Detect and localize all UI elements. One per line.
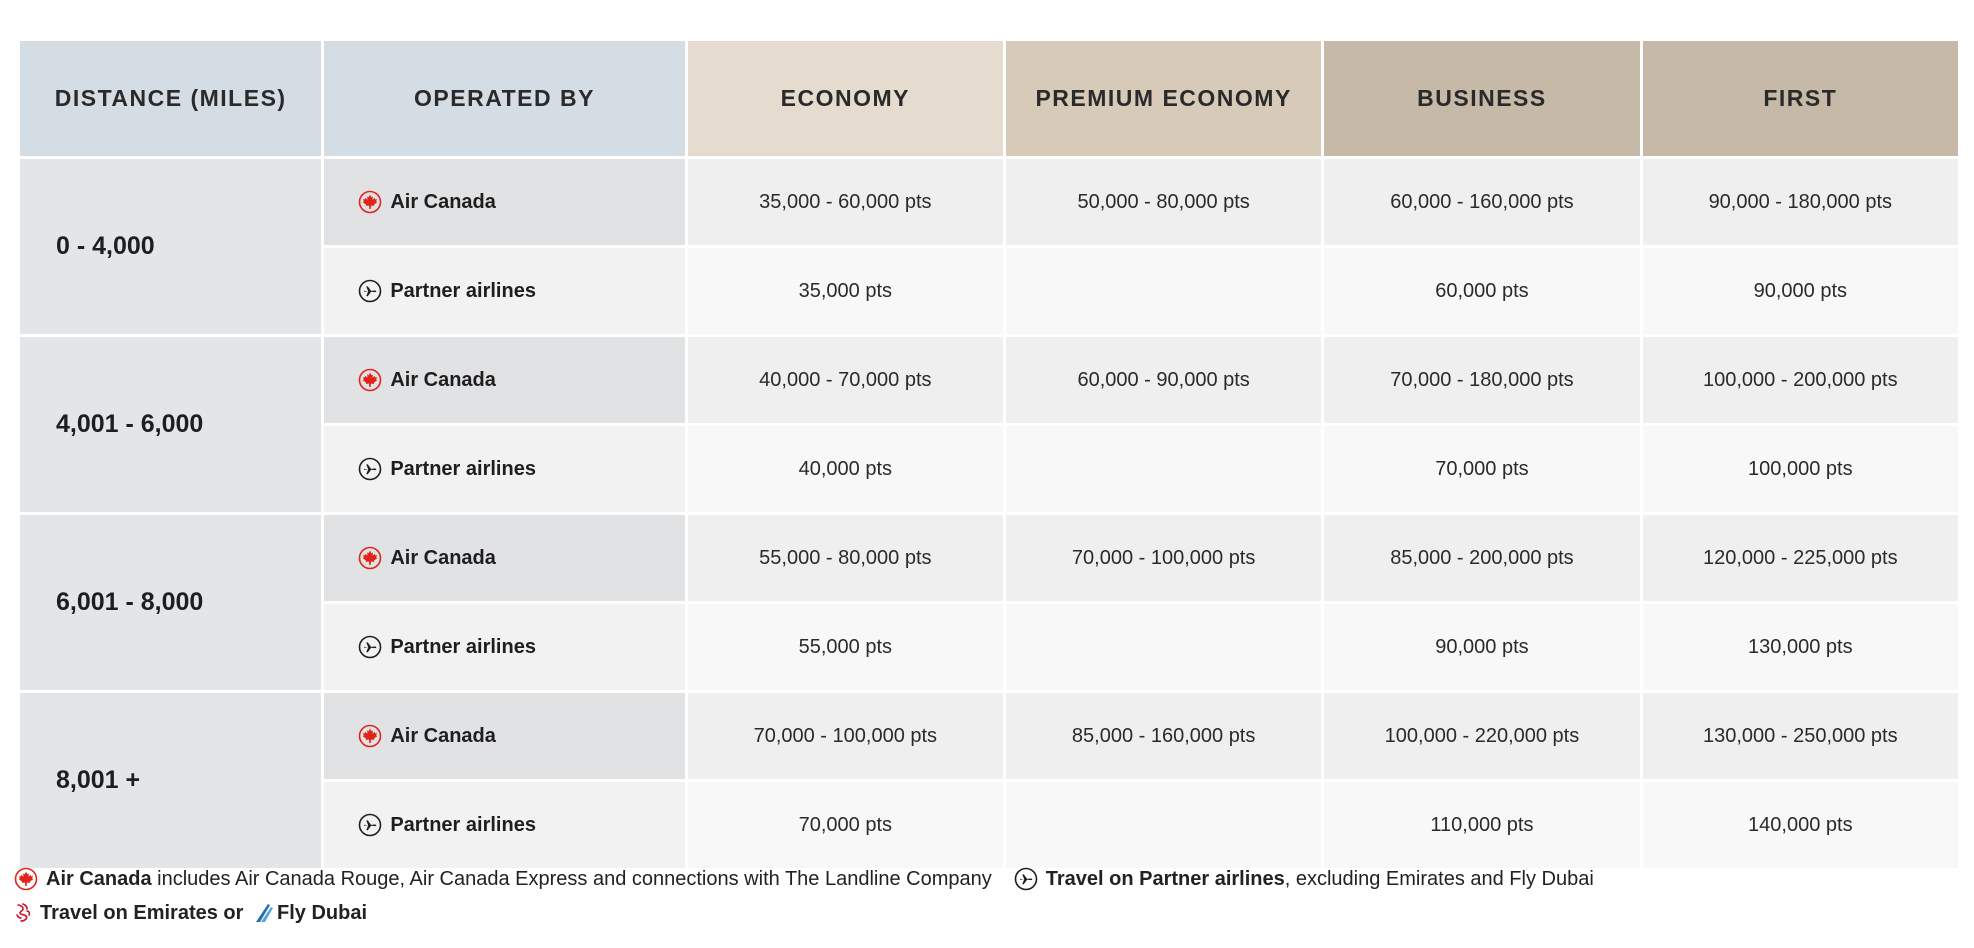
operator-cell: Partner airlines	[324, 782, 685, 868]
table-row: 8,001 + Air Canada 70,000 - 100,000 pts 85,…	[20, 693, 1958, 868]
points-business: 110,000 pts	[1324, 782, 1640, 868]
points-premium	[1005, 604, 1322, 690]
points-economy: 70,000 - 100,000 pts	[687, 693, 1003, 779]
operator-label: Partner airlines	[390, 279, 536, 302]
distance-band: 8,001 +	[20, 693, 322, 868]
header-business: BUSINESS	[1324, 41, 1640, 156]
points-first: 120,000 - 225,000 pts	[1642, 515, 1958, 601]
legend: Air Canada includes Air Canada Rouge, Ai…	[14, 862, 1594, 930]
points-economy: 70,000 pts	[687, 782, 1003, 868]
points-premium	[1005, 248, 1322, 334]
distance-band: 6,001 - 8,000	[20, 515, 322, 690]
legend-ac-bold: Air Canada	[46, 867, 152, 890]
operator-cell: Air Canada	[324, 515, 685, 601]
points-first: 130,000 pts	[1642, 604, 1958, 690]
points-business: 60,000 - 160,000 pts	[1324, 159, 1640, 245]
plane-circle-icon	[358, 457, 382, 481]
operator-cell: Air Canada	[324, 159, 685, 245]
points-first: 140,000 pts	[1642, 782, 1958, 868]
points-premium	[1005, 426, 1322, 512]
points-first: 100,000 pts	[1642, 426, 1958, 512]
operator-cell: Air Canada	[324, 337, 685, 423]
flydubai-logo-icon	[253, 901, 275, 925]
legend-partner-text: , excluding Emirates and Fly Dubai	[1284, 867, 1594, 890]
table-row: Partner airlines 40,000 pts 70,000 pts 100,…	[20, 426, 1958, 512]
points-economy: 40,000 - 70,000 pts	[687, 337, 1003, 423]
points-premium: 85,000 - 160,000 pts	[1005, 693, 1322, 779]
points-first: 90,000 pts	[1642, 248, 1958, 334]
header-distance: DISTANCE (MILES)	[20, 41, 322, 156]
emirates-logo-icon	[14, 901, 34, 925]
points-first: 130,000 - 250,000 pts	[1642, 693, 1958, 779]
points-economy: 35,000 pts	[687, 248, 1003, 334]
operator-cell: Partner airlines	[324, 604, 685, 690]
points-premium: 50,000 - 80,000 pts	[1005, 159, 1322, 245]
operator-label: Partner airlines	[390, 457, 536, 480]
operator-cell: Partner airlines	[324, 426, 685, 512]
points-premium: 70,000 - 100,000 pts	[1005, 515, 1322, 601]
maple-leaf-roundel-icon	[358, 724, 382, 748]
legend-partner-bold: Travel on Partner airlines	[1045, 867, 1285, 890]
operator-label: Partner airlines	[390, 813, 536, 836]
award-table: DISTANCE (MILES) OPERATED BY ECONOMY PRE…	[17, 38, 1961, 871]
header-row: DISTANCE (MILES) OPERATED BY ECONOMY PRE…	[20, 41, 1958, 156]
legend-emirates-bold: Travel on Emirates or	[40, 901, 249, 924]
points-business: 70,000 - 180,000 pts	[1324, 337, 1640, 423]
points-business: 90,000 pts	[1324, 604, 1640, 690]
points-economy: 55,000 - 80,000 pts	[687, 515, 1003, 601]
operator-label: Air Canada	[390, 190, 496, 213]
legend-flydubai-bold: Fly Dubai	[276, 901, 367, 924]
operator-label: Partner airlines	[390, 635, 536, 658]
table-row: Partner airlines 55,000 pts 90,000 pts 130,…	[20, 604, 1958, 690]
points-first: 100,000 - 200,000 pts	[1642, 337, 1958, 423]
header-first: FIRST	[1642, 41, 1958, 156]
points-business: 70,000 pts	[1324, 426, 1640, 512]
distance-band: 0 - 4,000	[20, 159, 322, 334]
table-row: 4,001 - 6,000 Air Canada 40,000 - 70,000 p…	[20, 337, 1958, 512]
points-premium	[1005, 782, 1322, 868]
table-row: 6,001 - 8,000 Air Canada 55,000 - 80,000 p…	[20, 515, 1958, 690]
legend-line-1: Air Canada includes Air Canada Rouge, Ai…	[14, 862, 1594, 896]
maple-leaf-roundel-icon	[358, 546, 382, 570]
plane-circle-icon	[358, 279, 382, 303]
points-business: 85,000 - 200,000 pts	[1324, 515, 1640, 601]
operator-label: Air Canada	[390, 724, 496, 747]
points-business: 100,000 - 220,000 pts	[1324, 693, 1640, 779]
operator-label: Air Canada	[390, 368, 496, 391]
points-economy: 40,000 pts	[687, 426, 1003, 512]
operator-label: Air Canada	[390, 546, 496, 569]
points-first: 90,000 - 180,000 pts	[1642, 159, 1958, 245]
header-premium-economy: PREMIUM ECONOMY	[1005, 41, 1322, 156]
award-chart: DISTANCE (MILES) OPERATED BY ECONOMY PRE…	[20, 38, 1958, 871]
table-row: Partner airlines 70,000 pts 110,000 pts 140…	[20, 782, 1958, 868]
plane-circle-icon	[1014, 867, 1038, 891]
header-economy: ECONOMY	[687, 41, 1003, 156]
operator-cell: Partner airlines	[324, 248, 685, 334]
points-economy: 35,000 - 60,000 pts	[687, 159, 1003, 245]
header-operated-by: OPERATED BY	[324, 41, 685, 156]
plane-circle-icon	[358, 813, 382, 837]
operator-cell: Air Canada	[324, 693, 685, 779]
plane-circle-icon	[358, 635, 382, 659]
legend-ac-text: includes Air Canada Rouge, Air Canada Ex…	[151, 867, 992, 890]
table-row: Partner airlines 35,000 pts 60,000 pts 90,0…	[20, 248, 1958, 334]
points-economy: 55,000 pts	[687, 604, 1003, 690]
points-premium: 60,000 - 90,000 pts	[1005, 337, 1322, 423]
table-row: 0 - 4,000 Air Canada 35,000 - 60,000 pts 50…	[20, 159, 1958, 334]
maple-leaf-roundel-icon	[358, 368, 382, 392]
maple-leaf-roundel-icon	[358, 190, 382, 214]
legend-line-2: Travel on Emirates or Fly Dubai	[14, 896, 1594, 930]
maple-leaf-roundel-icon	[14, 867, 38, 891]
points-business: 60,000 pts	[1324, 248, 1640, 334]
distance-band: 4,001 - 6,000	[20, 337, 322, 512]
